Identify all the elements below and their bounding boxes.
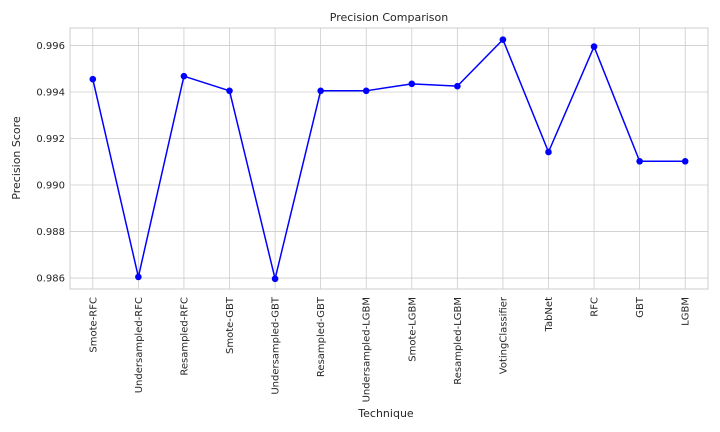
x-tick-label: Smote-GBT (225, 296, 236, 354)
data-point (590, 43, 598, 50)
x-tick-label: Resampled-GBT (316, 296, 327, 377)
data-point (180, 72, 188, 80)
data-point (317, 87, 324, 95)
y-ticks: 0.986 0.988 0.990 0.992 0.994 0.996 (36, 41, 65, 285)
x-tick-label: Resampled-LGBM (453, 297, 464, 385)
x-tick-label: GBT (635, 296, 646, 318)
y-tick-label: 0.996 (36, 41, 65, 52)
x-tick-label: RFC (590, 297, 601, 317)
x-tick-label: Undersampled-RFC (134, 297, 145, 393)
chart-title: Precision Comparison (330, 11, 448, 24)
x-tick-label: Resampled-RFC (179, 297, 190, 376)
data-point (545, 148, 552, 156)
x-tick-label: TabNet (544, 297, 555, 333)
x-tick-label: Smote-RFC (88, 297, 99, 353)
x-tick-label: Undersampled-LGBM (362, 297, 373, 402)
y-tick-label: 0.988 (36, 227, 65, 238)
x-tick-label: Smote-LGBM (407, 297, 418, 362)
y-tick-label: 0.994 (36, 87, 65, 98)
x-ticks: Smote-RFC Undersampled-RFC Resampled-RFC Sm… (88, 296, 691, 402)
data-point (408, 80, 416, 88)
series-layer (89, 36, 689, 283)
data-point (636, 157, 643, 165)
data-point (135, 273, 142, 281)
data-point (454, 82, 461, 90)
x-tick-label: VotingClassifier (498, 296, 509, 374)
y-axis-label: Precision Score (10, 116, 23, 200)
data-point (499, 36, 507, 43)
data-point (271, 275, 279, 283)
y-tick-label: 0.986 (36, 274, 65, 285)
series-line (92, 38, 686, 279)
x-axis-label: Technique (357, 407, 414, 420)
data-point (226, 87, 233, 95)
x-tick-label: Undersampled-GBT (271, 296, 282, 395)
y-tick-label: 0.992 (36, 134, 65, 145)
plot-area-frame (69, 27, 709, 290)
grid-layer (70, 28, 708, 289)
x-tick-label: LGBM (681, 297, 692, 326)
y-tick-label: 0.990 (36, 181, 65, 192)
data-point (362, 87, 370, 95)
data-point (681, 157, 689, 165)
data-point (89, 75, 97, 83)
